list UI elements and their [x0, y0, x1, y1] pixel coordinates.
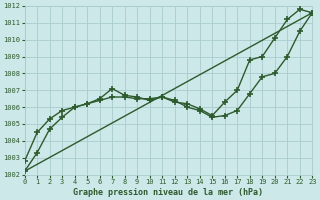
X-axis label: Graphe pression niveau de la mer (hPa): Graphe pression niveau de la mer (hPa) [74, 188, 263, 197]
